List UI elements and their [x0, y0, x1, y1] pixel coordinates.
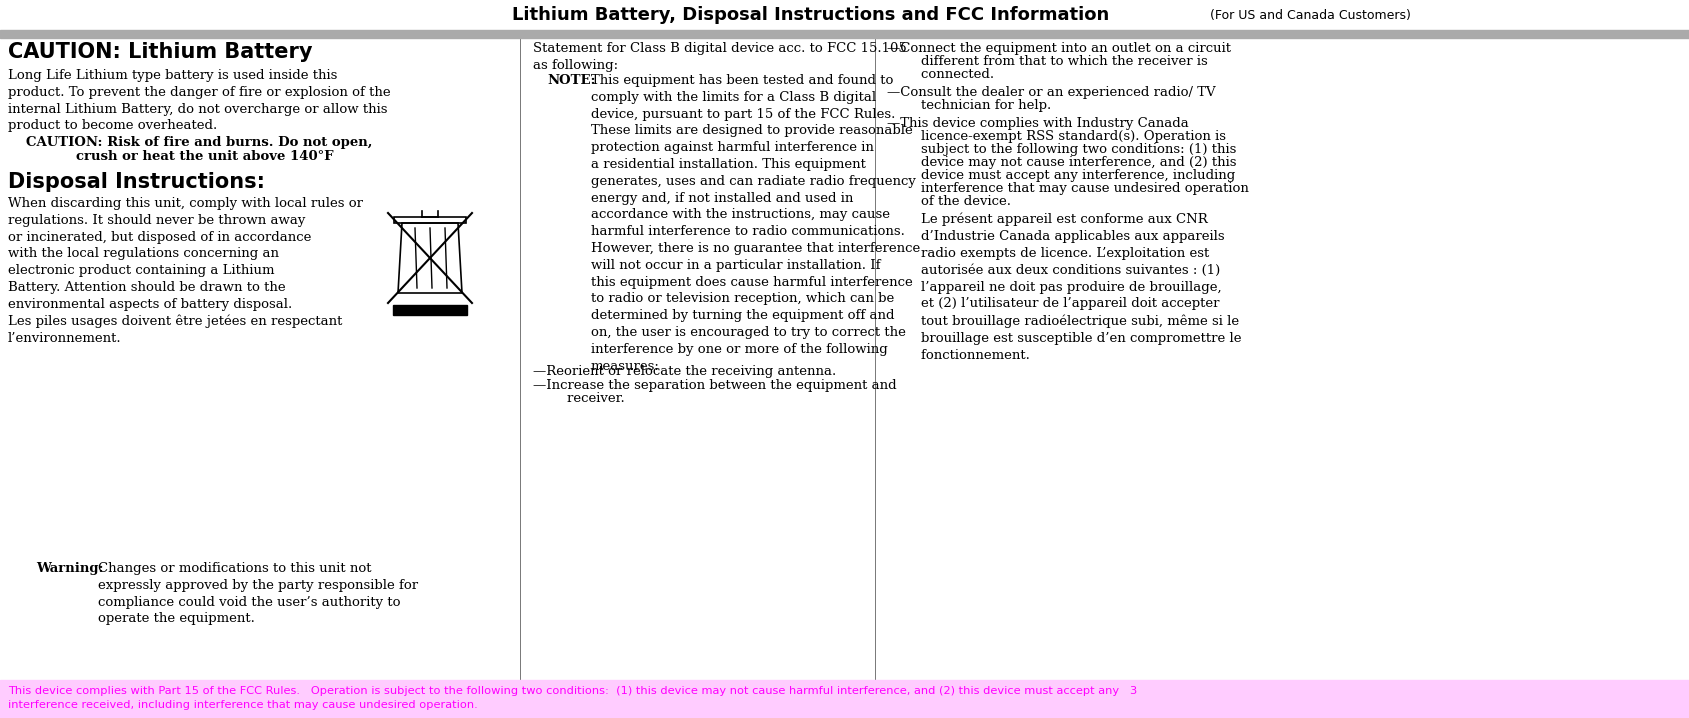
- Text: crush or heat the unit above 140°F: crush or heat the unit above 140°F: [76, 150, 333, 163]
- Bar: [394, 217, 466, 223]
- Text: —This device complies with Industry Canada: —This device complies with Industry Cana…: [887, 117, 1189, 130]
- Text: —Consult the dealer or an experienced radio/ TV: —Consult the dealer or an experienced ra…: [887, 86, 1216, 99]
- Text: Statement for Class B digital device acc. to FCC 15.105
as following:: Statement for Class B digital device acc…: [534, 42, 907, 72]
- Text: device may not cause interference, and (2) this: device may not cause interference, and (…: [887, 156, 1236, 169]
- Text: Disposal Instructions:: Disposal Instructions:: [8, 172, 265, 192]
- Text: Lithium Battery, Disposal Instructions and FCC Information: Lithium Battery, Disposal Instructions a…: [512, 6, 1110, 24]
- Text: CAUTION: Risk of fire and burns. Do not open,: CAUTION: Risk of fire and burns. Do not …: [25, 136, 372, 149]
- Text: connected.: connected.: [887, 68, 995, 81]
- Bar: [394, 305, 466, 315]
- Text: licence-exempt RSS standard(s). Operation is: licence-exempt RSS standard(s). Operatio…: [887, 130, 1226, 143]
- Text: CAUTION: Lithium Battery: CAUTION: Lithium Battery: [8, 42, 312, 62]
- Text: —Reorient or relocate the receiving antenna.: —Reorient or relocate the receiving ante…: [534, 365, 836, 378]
- Text: Warning:: Warning:: [35, 562, 103, 575]
- Text: This device complies with Part 15 of the FCC Rules.   Operation is subject to th: This device complies with Part 15 of the…: [8, 686, 1137, 696]
- Text: When discarding this unit, comply with local rules or
regulations. It should nev: When discarding this unit, comply with l…: [8, 197, 363, 345]
- Text: —Connect the equipment into an outlet on a circuit: —Connect the equipment into an outlet on…: [887, 42, 1231, 55]
- Text: Changes or modifications to this unit not
expressly approved by the party respon: Changes or modifications to this unit no…: [98, 562, 419, 625]
- Text: interference received, including interference that may cause undesired operation: interference received, including interfe…: [8, 700, 478, 710]
- Text: interference that may cause undesired operation: interference that may cause undesired op…: [887, 182, 1248, 195]
- Text: This equipment has been tested and found to
comply with the limits for a Class B: This equipment has been tested and found…: [591, 74, 921, 373]
- Text: of the device.: of the device.: [887, 195, 1012, 208]
- Text: (For US and Canada Customers): (For US and Canada Customers): [1206, 9, 1410, 22]
- Text: receiver.: receiver.: [534, 392, 625, 405]
- Text: Long Life Lithium type battery is used inside this
product. To prevent the dange: Long Life Lithium type battery is used i…: [8, 69, 390, 132]
- Text: device must accept any interference, including: device must accept any interference, inc…: [887, 169, 1235, 182]
- Text: —Increase the separation between the equipment and: —Increase the separation between the equ…: [534, 379, 897, 392]
- Text: Le présent appareil est conforme aux CNR
        d’Industrie Canada applicables : Le présent appareil est conforme aux CNR…: [887, 213, 1241, 362]
- Text: technician for help.: technician for help.: [887, 99, 1051, 112]
- Bar: [0, 30, 1689, 38]
- Text: different from that to which the receiver is: different from that to which the receive…: [887, 55, 1208, 68]
- Text: subject to the following two conditions: (1) this: subject to the following two conditions:…: [887, 143, 1236, 156]
- Bar: [0, 680, 1689, 718]
- Text: NOTE:: NOTE:: [547, 74, 596, 87]
